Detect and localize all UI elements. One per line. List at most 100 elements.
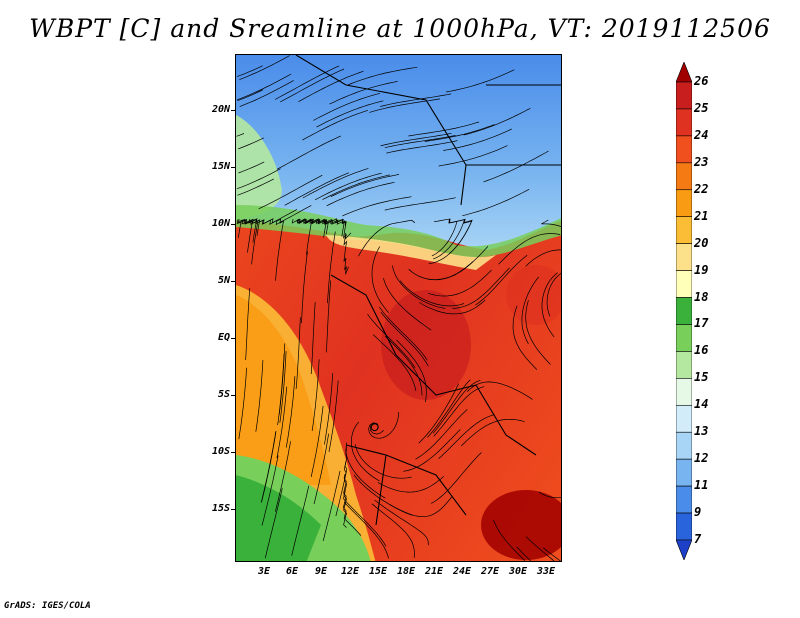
colorbar-top-arrow <box>676 62 692 83</box>
colorbar-label: 26 <box>694 74 709 88</box>
streamline <box>368 411 400 439</box>
streamline <box>328 380 339 452</box>
colorbar-bin <box>676 324 692 352</box>
streamline <box>483 150 549 183</box>
streamline <box>415 409 468 460</box>
yellow-band-10n <box>326 235 496 270</box>
colorbar-bin <box>676 108 692 137</box>
streamline <box>369 422 384 435</box>
streamline <box>371 503 415 558</box>
streamline <box>371 246 389 314</box>
colorbar <box>676 62 692 560</box>
colorbar-bin <box>676 81 692 110</box>
streamline <box>377 476 444 493</box>
streamline <box>367 313 416 369</box>
streamline <box>237 219 253 253</box>
lon-label-27e: 27E <box>480 566 500 577</box>
streamline <box>399 280 465 307</box>
streamline <box>542 547 561 561</box>
streamline <box>379 306 428 361</box>
lat-label-5n: 5N <box>217 275 230 286</box>
lat-label-15s: 15S <box>211 503 230 514</box>
streamline <box>428 269 492 297</box>
streamline <box>238 161 265 174</box>
streamline <box>236 73 292 101</box>
colorbar-bin <box>676 431 692 460</box>
streamline <box>239 80 294 107</box>
streamline <box>452 267 510 309</box>
lon-label-21e: 21E <box>424 566 444 577</box>
streamline <box>430 452 482 504</box>
streamline <box>248 209 298 225</box>
lat-tick <box>231 338 235 339</box>
streamline <box>424 124 495 142</box>
streamline <box>380 311 429 367</box>
colorbar-label: 23 <box>694 154 709 169</box>
streamline <box>372 334 417 391</box>
streamline <box>408 121 480 137</box>
lat-tick <box>231 110 235 111</box>
colorbar-label: 24 <box>694 127 709 142</box>
streamline <box>313 92 381 121</box>
red-core-southeast <box>481 490 561 560</box>
border-line <box>375 454 387 526</box>
colorbar-label: 15 <box>694 370 709 385</box>
streamline <box>369 98 441 113</box>
colorbar-bin <box>676 243 692 271</box>
colorbar-bin <box>676 135 692 164</box>
colorbar-bin <box>676 216 692 244</box>
streamline <box>345 442 386 499</box>
map-panel <box>235 54 562 562</box>
grads-credit: GrADS: IGES/COLA <box>4 601 91 611</box>
colorbar-bin <box>676 458 692 487</box>
streamline <box>258 174 323 210</box>
streamline <box>463 107 531 136</box>
border-line <box>395 354 477 396</box>
streamline <box>291 485 310 556</box>
streamline <box>322 174 390 200</box>
streamline <box>546 272 561 317</box>
streamline <box>285 376 296 448</box>
streamline <box>498 233 561 265</box>
streamline <box>313 433 329 505</box>
streamline <box>541 219 561 227</box>
streamlines <box>236 55 561 561</box>
streamline <box>391 265 446 309</box>
streamline <box>383 278 432 331</box>
streamline <box>342 474 362 536</box>
colorbar-label: 16 <box>694 343 709 358</box>
border-line <box>475 384 537 456</box>
streamline <box>278 343 286 416</box>
streamline <box>306 218 347 226</box>
streamline <box>446 69 515 93</box>
streamline <box>238 367 247 440</box>
streamline <box>302 168 369 199</box>
streamline <box>301 251 308 324</box>
colorbar-label: 9 <box>694 505 702 520</box>
colorbar-bin <box>676 270 692 298</box>
streamline <box>438 145 508 167</box>
lat-tick <box>231 395 235 396</box>
streamline <box>335 446 348 517</box>
streamline <box>311 359 320 431</box>
streamline <box>239 55 290 80</box>
streamline <box>466 381 533 400</box>
colorbar-label: 12 <box>694 451 709 466</box>
border-line <box>295 55 467 206</box>
streamline <box>295 317 301 390</box>
lat-label-eq: EQ <box>217 332 230 343</box>
streamline <box>403 429 461 472</box>
red-core-east <box>506 265 561 325</box>
streamline <box>237 137 264 150</box>
streamline <box>236 168 281 190</box>
streamline <box>344 502 390 559</box>
lat-label-10n: 10N <box>211 218 230 229</box>
streamline <box>358 219 416 257</box>
streamline <box>298 70 364 103</box>
lon-label-3e: 3E <box>257 566 271 577</box>
colorbar-label: 18 <box>694 289 709 304</box>
streamline <box>516 546 532 561</box>
lon-label-33e: 33E <box>536 566 556 577</box>
streamline <box>326 181 395 207</box>
colorbar-bottom-arrow <box>676 539 692 560</box>
